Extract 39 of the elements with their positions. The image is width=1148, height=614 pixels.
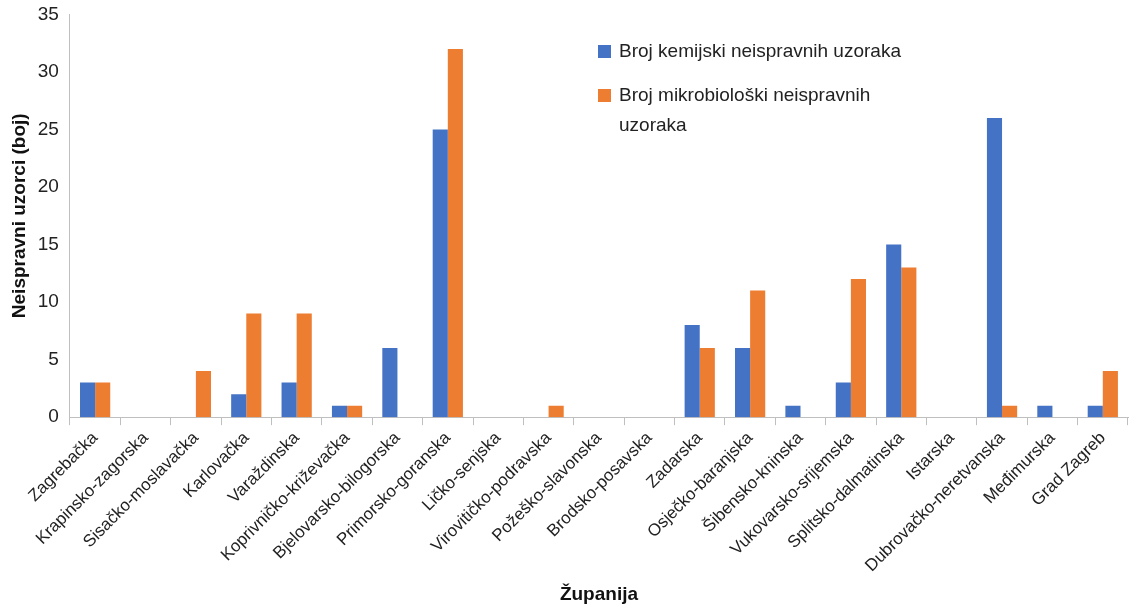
y-tick-label: 30 bbox=[37, 60, 59, 82]
bar bbox=[447, 48, 463, 418]
bar bbox=[785, 405, 801, 418]
x-axis-title: Županija bbox=[559, 582, 639, 604]
y-tick-label: 5 bbox=[48, 347, 59, 369]
bar bbox=[735, 348, 751, 418]
bar bbox=[699, 348, 715, 418]
bar bbox=[684, 325, 700, 418]
bar bbox=[1037, 405, 1053, 418]
bar bbox=[1102, 371, 1118, 418]
bar bbox=[432, 129, 448, 418]
bar bbox=[835, 382, 851, 418]
bar bbox=[195, 371, 212, 418]
bar bbox=[281, 382, 297, 418]
bar bbox=[296, 313, 312, 418]
y-tick-label: 20 bbox=[37, 175, 59, 197]
legend-label: Broj mikrobiološki neispravnih uzoraka bbox=[619, 83, 872, 137]
bar bbox=[750, 290, 766, 418]
bar bbox=[548, 405, 564, 418]
bar bbox=[95, 382, 111, 418]
y-tick-label: 15 bbox=[37, 232, 59, 254]
bar bbox=[1002, 405, 1018, 418]
bar bbox=[331, 405, 348, 418]
bar bbox=[986, 117, 1003, 418]
bar bbox=[901, 267, 917, 418]
bar bbox=[347, 405, 363, 418]
bar bbox=[231, 394, 247, 418]
y-tick-label: 35 bbox=[37, 2, 59, 24]
y-tick-label: 25 bbox=[37, 117, 59, 139]
y-tick-label: 10 bbox=[37, 290, 59, 312]
bar bbox=[886, 244, 902, 418]
legend-label: Broj kemijski neispravnih uzoraka bbox=[619, 39, 901, 63]
bar bbox=[382, 348, 398, 418]
bar bbox=[246, 313, 262, 418]
y-axis-title: Neispravni uzorci (boj) bbox=[7, 113, 29, 319]
y-tick-label: 0 bbox=[48, 405, 59, 427]
bar bbox=[80, 382, 96, 418]
bar bbox=[850, 279, 866, 418]
bar bbox=[1087, 405, 1103, 418]
